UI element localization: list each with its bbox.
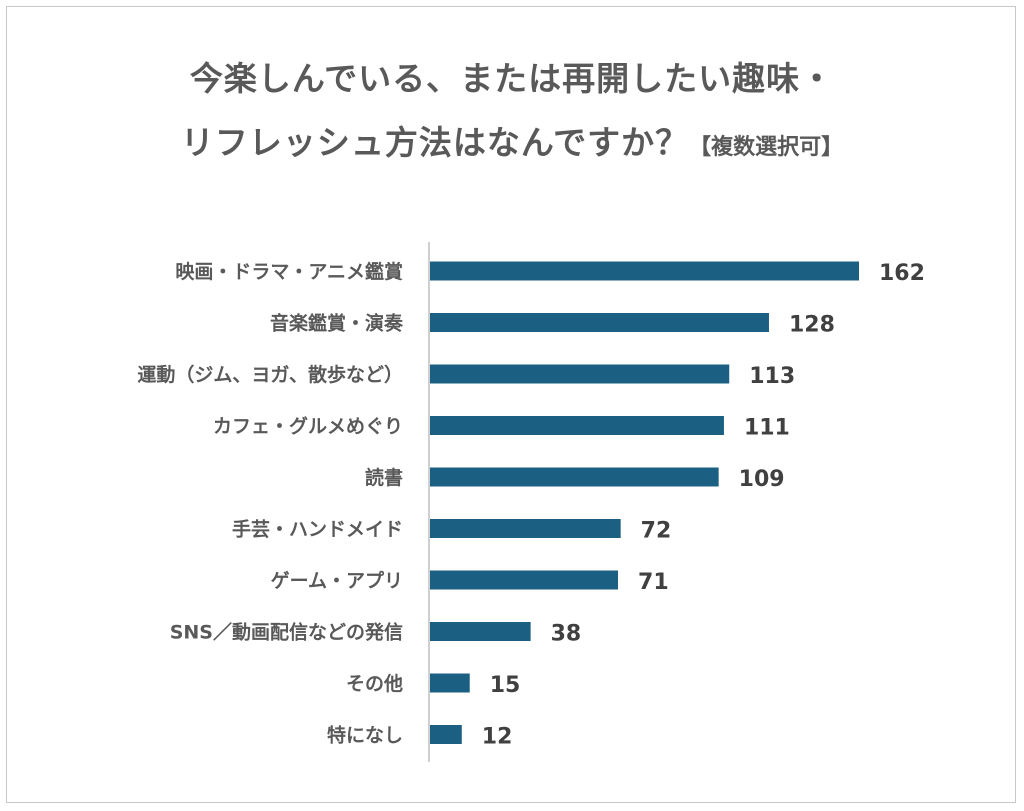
- chart-frame: [6, 6, 1016, 803]
- value-label: 162: [879, 261, 925, 286]
- bar: [430, 467, 719, 487]
- bar: [430, 261, 859, 281]
- value-label: 38: [551, 622, 582, 647]
- category-label: 運動（ジム、ヨガ、散歩など）: [137, 363, 403, 386]
- value-label: 111: [744, 416, 790, 441]
- bar: [430, 570, 619, 590]
- bar: [430, 313, 769, 332]
- category-label: 手芸・ハンドメイド: [232, 518, 403, 541]
- category-label: 読書: [365, 466, 403, 489]
- bar: [430, 416, 724, 435]
- category-label: 音楽鑑賞・演奏: [270, 312, 404, 335]
- bar: [430, 673, 470, 693]
- value-label: 109: [739, 467, 785, 492]
- bar: [430, 725, 462, 744]
- chart-title-line1: 今楽しんでいる、または再開したい趣味・: [189, 59, 835, 98]
- category-label: カフェ・グルメめぐり: [213, 415, 403, 438]
- value-label: 71: [638, 570, 669, 595]
- value-label: 12: [482, 725, 513, 750]
- value-label: 15: [490, 673, 521, 698]
- category-label: 映画・ドラマ・アニメ鑑賞: [175, 260, 403, 283]
- chart-title-main: リフレッシュ方法はなんですか？: [180, 123, 690, 162]
- chart-title-line2: リフレッシュ方法はなんですか？【複数選択可】: [0, 116, 1024, 164]
- category-label: 特になし: [327, 725, 403, 747]
- value-label: 128: [789, 313, 835, 338]
- category-label: ゲーム・アプリ: [271, 569, 403, 592]
- value-label: 72: [641, 519, 672, 544]
- chart-title-note: 【複数選択可】: [689, 135, 844, 160]
- value-label: 113: [749, 364, 795, 389]
- bar: [430, 364, 730, 384]
- bar: [430, 622, 531, 641]
- category-label: SNS／動画配信などの発信: [170, 621, 403, 644]
- category-label: その他: [346, 672, 403, 695]
- bar: [430, 519, 621, 538]
